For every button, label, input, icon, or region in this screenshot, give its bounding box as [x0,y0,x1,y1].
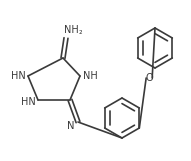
Text: NH: NH [83,71,97,81]
Text: ₂: ₂ [78,27,82,35]
Text: HN: HN [11,71,25,81]
Text: N: N [67,121,75,131]
Text: O: O [145,73,153,83]
Text: HN: HN [21,97,35,107]
Text: NH: NH [64,25,78,35]
